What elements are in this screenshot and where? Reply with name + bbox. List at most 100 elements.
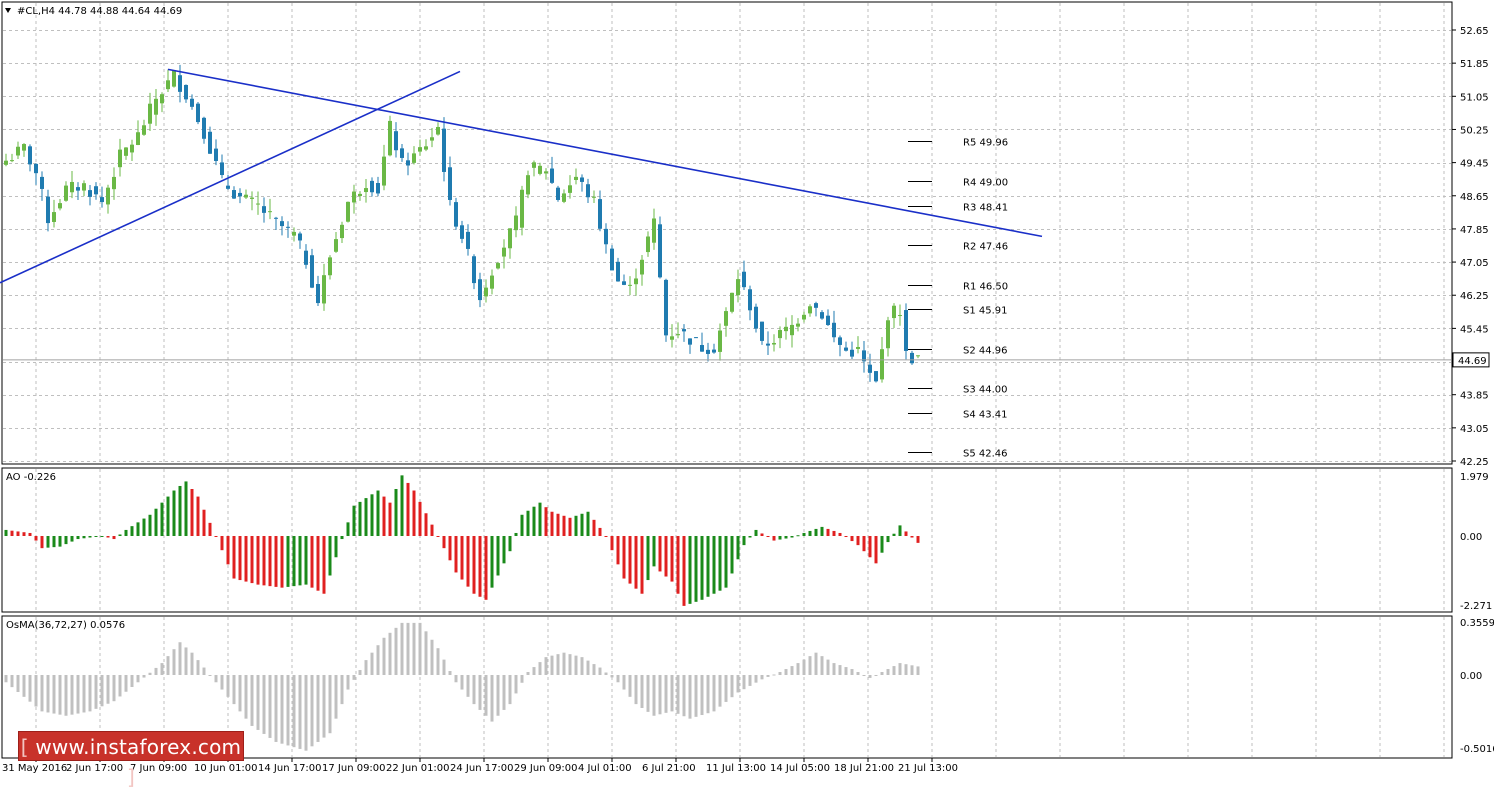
osma-bar	[454, 675, 458, 683]
ao-bar	[370, 494, 374, 536]
ao-bar	[742, 536, 746, 546]
osma-bar	[568, 654, 572, 675]
osma-bar	[718, 675, 722, 707]
osma-bar	[868, 675, 872, 678]
candle-bull	[430, 137, 434, 141]
osma-bar	[112, 675, 116, 702]
pivot-label: S1 45.91	[963, 306, 1008, 317]
osma-bar	[268, 675, 272, 738]
ao-bar	[802, 532, 806, 536]
candle-bear	[682, 329, 686, 332]
osma-bar	[550, 655, 554, 675]
osma-bar	[166, 656, 170, 675]
osma-bar	[340, 675, 344, 705]
pivot-label: R4 49.00	[963, 178, 1008, 189]
candle-bull	[484, 287, 488, 297]
osma-bar	[94, 675, 98, 709]
ao-bar	[268, 536, 272, 587]
osma-bar	[658, 675, 662, 715]
ao-bar	[76, 536, 80, 540]
ao-bar	[502, 536, 506, 564]
ao-bar	[478, 536, 482, 597]
trendline[interactable]	[0, 70, 461, 284]
candle-bear	[472, 256, 476, 284]
time-tick-label: 14 Jul 05:00	[770, 763, 830, 774]
ao-bar	[406, 482, 410, 536]
osma-bar	[796, 663, 800, 675]
trend-lines[interactable]	[0, 68, 1043, 284]
ao-bar	[274, 536, 278, 587]
candle-bull	[502, 247, 506, 257]
candle-bull	[136, 132, 140, 146]
candle-bear	[178, 75, 182, 92]
candle-bull	[670, 336, 674, 340]
candle-bull	[112, 176, 116, 190]
osma-bar	[286, 675, 290, 746]
candle-bull	[172, 70, 176, 87]
pivot-label: R1 46.50	[963, 282, 1008, 293]
ao-bar	[58, 536, 62, 547]
ao-bar	[316, 536, 320, 591]
ao-bar	[784, 536, 788, 539]
osma-bar	[256, 675, 260, 730]
candle-bear	[454, 202, 458, 227]
ao-bar	[418, 501, 422, 536]
current-price-tag: 44.69	[3, 352, 1490, 368]
osma-bar	[856, 672, 860, 675]
candle-bear	[316, 284, 320, 304]
ao-bar	[34, 536, 38, 541]
candle-bear	[214, 148, 218, 161]
ao-bar	[70, 536, 74, 542]
ao-bar	[748, 536, 752, 538]
ao-bar	[508, 536, 512, 552]
ao-bar	[190, 489, 194, 536]
ao-bar	[82, 536, 86, 539]
candle-bear	[94, 186, 98, 195]
candle-bull	[652, 218, 656, 243]
candle-bull	[4, 160, 8, 165]
candle-bull	[82, 183, 86, 191]
candle-bull	[772, 342, 776, 345]
candle-bull	[118, 149, 122, 168]
candle-bull	[64, 185, 68, 201]
candle-bull	[808, 306, 812, 314]
ao-bar	[250, 536, 254, 584]
triangle-down-icon[interactable]	[5, 8, 11, 13]
candle-bull	[544, 171, 548, 174]
ao-bar	[136, 522, 140, 536]
osma-bar	[490, 675, 494, 722]
osma-bar	[304, 675, 308, 751]
osma-bar	[58, 675, 62, 715]
osma-bar	[376, 645, 380, 675]
trendline[interactable]	[167, 68, 1043, 238]
ao-bar	[154, 508, 158, 536]
osma-bar	[424, 631, 428, 675]
ao-bar	[790, 536, 794, 538]
candle-bear	[820, 312, 824, 319]
candle-bull	[640, 259, 644, 275]
osma-bar	[682, 675, 686, 717]
osma-bar	[472, 675, 476, 705]
candle-bull	[160, 94, 164, 104]
osma-bar	[160, 663, 164, 675]
ao-bar	[346, 522, 350, 536]
ao-bar	[898, 525, 902, 536]
time-tick-label: 10 Jun 01:00	[194, 763, 258, 774]
osma-bar	[790, 666, 794, 675]
ao-bar	[292, 536, 296, 587]
candle-bull	[106, 187, 110, 205]
osma-bar	[910, 665, 914, 675]
candle-bear	[202, 117, 206, 139]
candle-bull	[628, 284, 632, 286]
ao-bar	[202, 509, 206, 536]
candle-bear	[658, 224, 662, 278]
candle-bull	[142, 125, 146, 135]
candle-bull	[634, 278, 638, 285]
ao-bar	[442, 536, 446, 549]
osma-bar	[748, 675, 752, 686]
candle-bull	[382, 156, 386, 186]
ao-bar	[886, 536, 890, 543]
candle-bear	[688, 338, 692, 345]
time-tick-label: 4 Jul 01:00	[578, 763, 632, 774]
